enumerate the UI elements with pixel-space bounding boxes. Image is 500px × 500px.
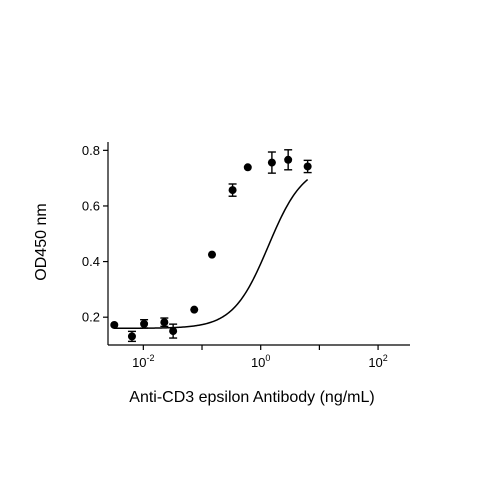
data-point [267, 151, 276, 174]
data-point [160, 317, 169, 328]
data-point [140, 318, 149, 329]
point-marker [243, 163, 252, 172]
y-ticks: 0.2 0.4 0.6 0.8 [82, 143, 108, 325]
point-marker [190, 305, 199, 314]
x-tick-label: 102 [368, 353, 387, 370]
point-marker [127, 332, 136, 341]
y-axis-title: OD450 nm [33, 203, 50, 280]
x-tick-label: 100 [251, 353, 270, 370]
x-ticks: 10-2 100 102 [132, 345, 388, 370]
x-tick-base: 10 [132, 355, 146, 370]
point-marker [284, 155, 293, 164]
y-tick-label: 0.2 [82, 310, 100, 325]
data-point [284, 149, 293, 171]
axes [107, 142, 410, 346]
x-tick-label: 10-2 [132, 353, 154, 370]
x-tick-exponent: 0 [265, 353, 270, 363]
x-tick-base: 10 [251, 355, 265, 370]
data-point [190, 305, 199, 314]
x-axis-title: Anti-CD3 epsilon Antibody (ng/mL) [129, 389, 374, 406]
data-point [243, 163, 252, 172]
point-marker [207, 250, 216, 259]
point-marker [228, 186, 237, 195]
data-point [228, 183, 237, 197]
data-point [303, 159, 312, 174]
data-points [110, 149, 312, 343]
point-marker [303, 162, 312, 171]
data-point [110, 320, 119, 329]
point-marker [169, 327, 178, 336]
data-point [207, 250, 216, 259]
y-tick-label: 0.8 [82, 143, 100, 158]
y-tick-label: 0.6 [82, 198, 100, 213]
data-point [127, 330, 136, 343]
point-marker [140, 319, 149, 328]
point-marker [110, 320, 119, 329]
x-tick-base: 10 [368, 355, 382, 370]
point-marker [267, 158, 276, 167]
data-point [169, 323, 178, 339]
y-tick-label: 0.4 [82, 254, 100, 269]
x-tick-exponent: 2 [383, 353, 388, 363]
x-tick-exponent: -2 [147, 353, 155, 363]
point-marker [160, 318, 169, 327]
